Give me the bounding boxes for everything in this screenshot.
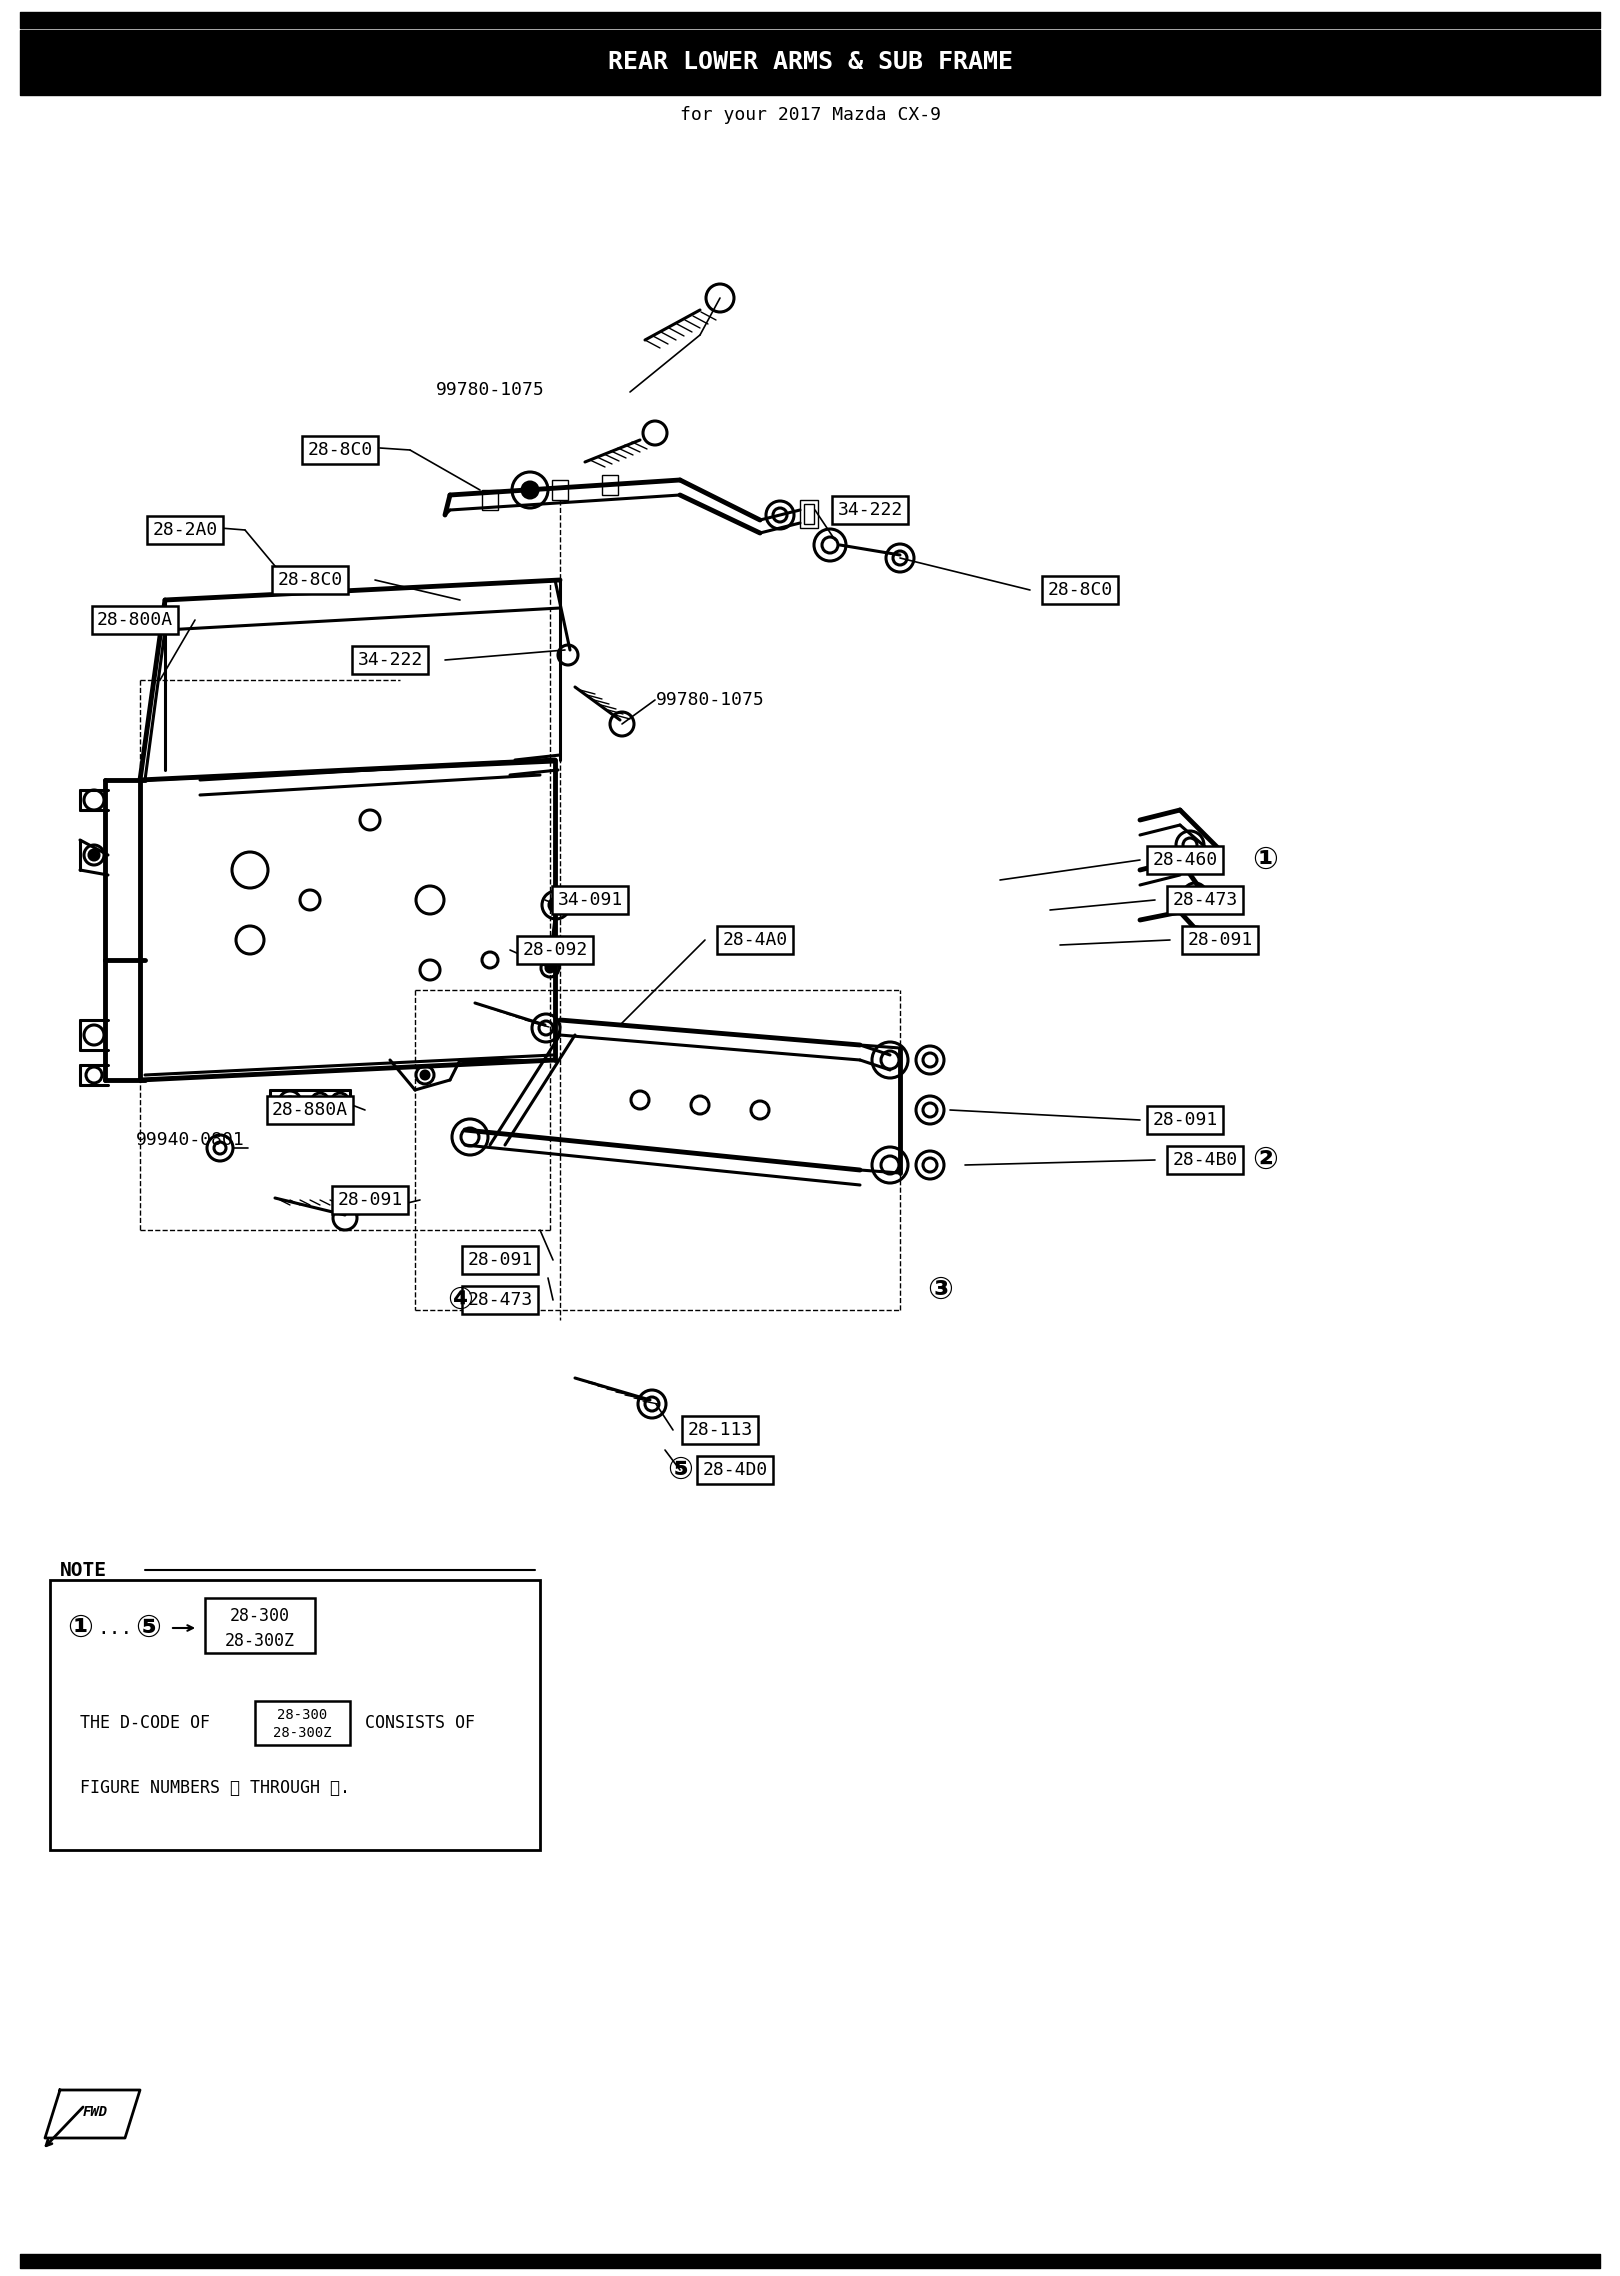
Text: 28-4A0: 28-4A0 — [723, 931, 787, 949]
Bar — [206, 1598, 314, 1652]
Circle shape — [522, 483, 538, 498]
Text: ①: ① — [1252, 844, 1278, 874]
Text: ⑤: ⑤ — [667, 1454, 693, 1484]
Text: 28-300: 28-300 — [277, 1707, 327, 1723]
Text: ...: ... — [97, 1618, 133, 1636]
Bar — [800, 501, 818, 528]
Text: FWD: FWD — [83, 2105, 107, 2119]
Text: 28-113: 28-113 — [687, 1420, 753, 1438]
Text: 28-473: 28-473 — [468, 1290, 533, 1309]
Text: 28-300: 28-300 — [230, 1607, 290, 1625]
Bar — [254, 1700, 350, 1746]
Circle shape — [546, 965, 554, 972]
Text: 28-880A: 28-880A — [272, 1102, 348, 1120]
Text: 28-092: 28-092 — [522, 940, 588, 958]
Text: 28-091: 28-091 — [1187, 931, 1252, 949]
Text: 28-460: 28-460 — [1152, 851, 1218, 869]
Text: 28-8C0: 28-8C0 — [1048, 580, 1113, 599]
Text: 28-091: 28-091 — [1152, 1111, 1218, 1129]
Text: 28-300Z: 28-300Z — [225, 1632, 295, 1650]
Text: 99940-0801: 99940-0801 — [136, 1131, 245, 1149]
Text: FIGURE NUMBERS ① THROUGH ⑤.: FIGURE NUMBERS ① THROUGH ⑤. — [79, 1780, 350, 1798]
Bar — [603, 476, 617, 494]
Circle shape — [421, 1072, 429, 1079]
Text: 28-2A0: 28-2A0 — [152, 521, 217, 539]
Text: 34-222: 34-222 — [358, 651, 423, 669]
Circle shape — [89, 849, 99, 860]
Text: 28-800A: 28-800A — [97, 610, 173, 628]
Text: CONSISTS OF: CONSISTS OF — [355, 1714, 475, 1732]
Text: for your 2017 Mazda CX-9: for your 2017 Mazda CX-9 — [679, 107, 941, 123]
Text: ⑤: ⑤ — [134, 1614, 160, 1643]
Text: REAR LOWER ARMS & SUB FRAME: REAR LOWER ARMS & SUB FRAME — [608, 50, 1012, 75]
Text: 28-300Z: 28-300Z — [272, 1725, 332, 1739]
Bar — [50, 1580, 539, 1850]
Text: ②: ② — [1252, 1145, 1278, 1174]
Text: 28-091: 28-091 — [337, 1190, 403, 1209]
Text: THE D-CODE OF: THE D-CODE OF — [79, 1714, 211, 1732]
Text: ①: ① — [66, 1614, 92, 1643]
Text: NOTE: NOTE — [60, 1561, 107, 1580]
Bar — [804, 503, 813, 523]
Text: 28-091: 28-091 — [468, 1252, 533, 1270]
Text: 28-8C0: 28-8C0 — [308, 442, 373, 460]
Bar — [483, 489, 497, 510]
Text: 99780-1075: 99780-1075 — [656, 692, 765, 710]
Text: 28-8C0: 28-8C0 — [277, 571, 342, 589]
Text: 99780-1075: 99780-1075 — [436, 380, 544, 398]
Text: 28-4B0: 28-4B0 — [1173, 1152, 1238, 1170]
Text: 34-222: 34-222 — [838, 501, 902, 519]
Circle shape — [285, 1097, 295, 1106]
Text: ③: ③ — [927, 1275, 953, 1304]
Text: ④: ④ — [447, 1286, 473, 1316]
Bar — [552, 480, 569, 501]
Text: 28-473: 28-473 — [1173, 890, 1238, 908]
Text: 28-4D0: 28-4D0 — [703, 1461, 768, 1479]
Text: 34-091: 34-091 — [557, 890, 622, 908]
Circle shape — [549, 899, 564, 913]
